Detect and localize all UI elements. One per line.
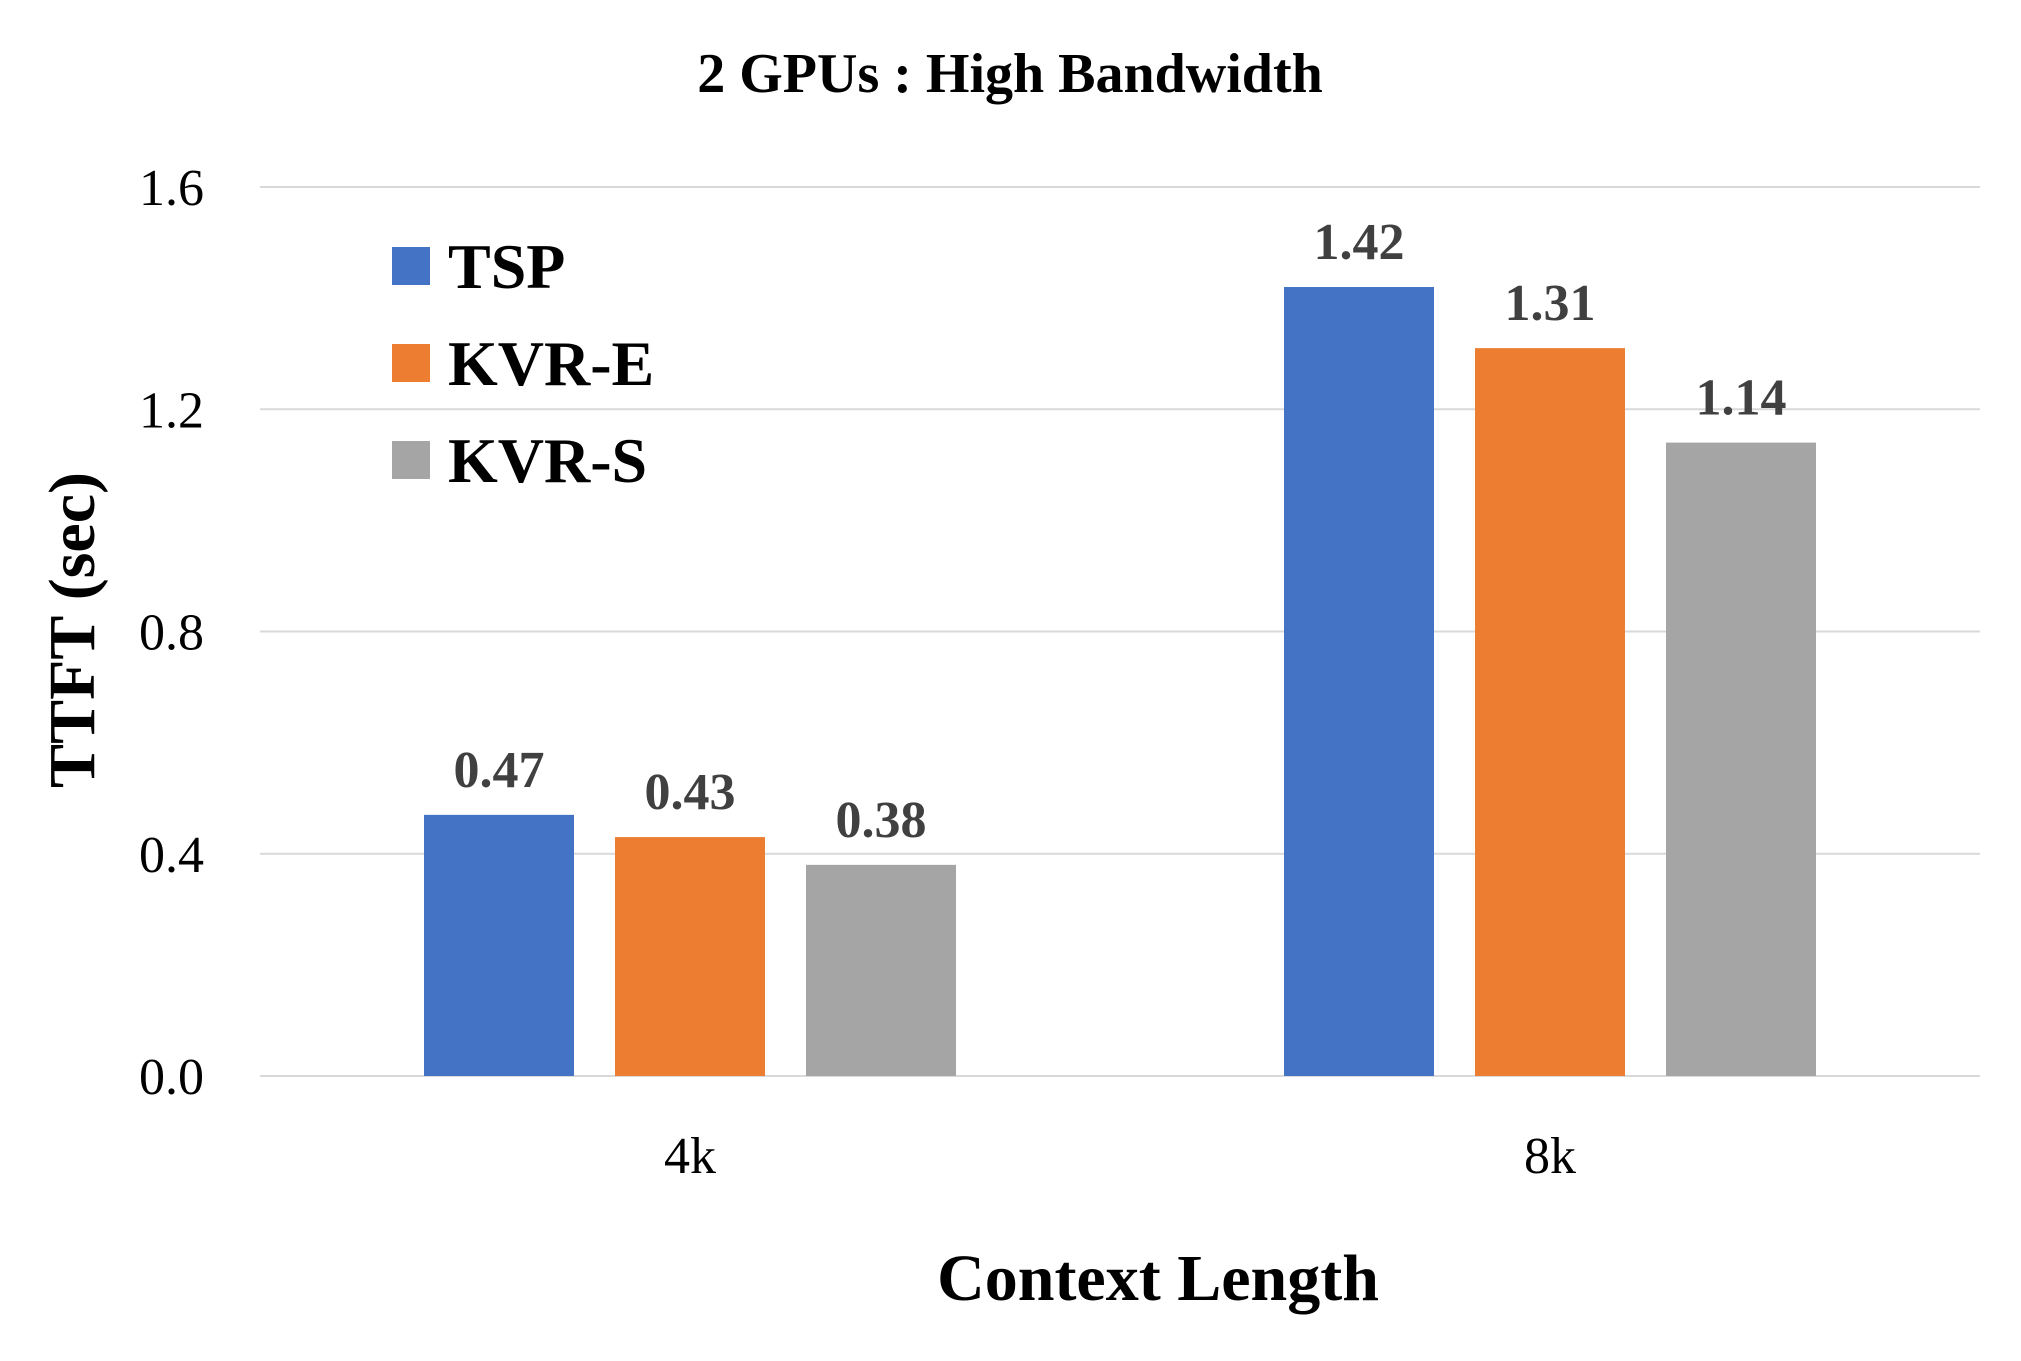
x-tick-label: 8k — [1524, 1128, 1576, 1185]
legend-label-tsp: TSP — [448, 231, 565, 302]
data-label: 0.47 — [454, 742, 545, 799]
x-axis-title: Context Length — [937, 1242, 1379, 1315]
y-axis-ticks: 0.0 0.4 0.8 1.2 1.6 — [139, 160, 204, 1106]
data-labels: 0.47 0.43 0.38 1.42 1.31 1.14 — [454, 214, 1787, 849]
data-label: 1.14 — [1696, 370, 1787, 427]
legend-label-kvr-s: KVR-S — [448, 425, 647, 496]
legend-swatch-kvr-e — [392, 344, 430, 382]
bar-kvr-s-8k — [1666, 442, 1816, 1076]
y-tick-label: 0.0 — [139, 1049, 204, 1106]
data-label: 1.31 — [1505, 275, 1596, 332]
bar-kvr-e-4k — [615, 837, 765, 1076]
legend-swatch-tsp — [392, 247, 430, 285]
bar-kvr-e-8k — [1475, 348, 1625, 1077]
y-tick-label: 1.2 — [139, 382, 204, 439]
bar-kvr-s-4k — [806, 864, 956, 1076]
legend: TSP KVR-E KVR-S — [392, 231, 654, 496]
bar-tsp-4k — [424, 814, 574, 1076]
y-tick-label: 1.6 — [139, 160, 204, 217]
x-tick-label: 4k — [664, 1128, 716, 1185]
chart-title: 2 GPUs : High Bandwidth — [697, 43, 1323, 105]
y-tick-label: 0.4 — [139, 827, 204, 884]
data-label: 0.43 — [645, 764, 736, 821]
legend-swatch-kvr-s — [392, 441, 430, 479]
x-axis-ticks: 4k 8k — [664, 1128, 1576, 1185]
legend-label-kvr-e: KVR-E — [448, 328, 654, 399]
bar-tsp-8k — [1284, 287, 1434, 1076]
bars — [424, 287, 1816, 1077]
y-tick-label: 0.8 — [139, 605, 204, 662]
y-axis-title: TTFT (sec) — [36, 472, 109, 788]
data-label: 0.38 — [836, 792, 927, 849]
data-label: 1.42 — [1314, 214, 1405, 271]
